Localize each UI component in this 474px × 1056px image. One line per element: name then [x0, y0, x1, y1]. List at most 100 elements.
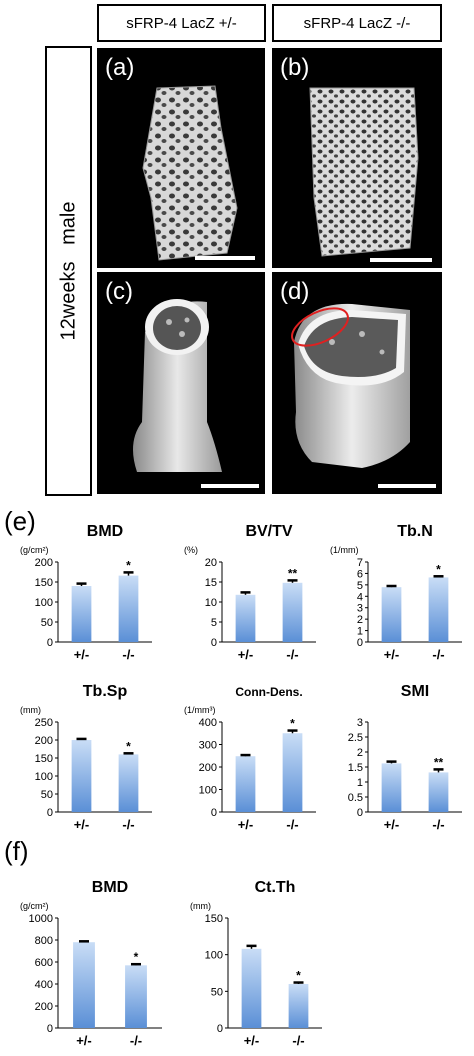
y-tick-label: 100 [35, 771, 53, 783]
y-tick-label: 400 [35, 979, 53, 991]
bar [71, 740, 92, 812]
axis-unit: (1/mm³) [184, 705, 216, 715]
y-tick-label: 200 [35, 557, 53, 569]
x-tick-label: +/- [76, 1033, 92, 1048]
significance-marker: ** [434, 755, 444, 769]
scale-bar-a [195, 256, 255, 260]
y-tick-label: 3 [357, 717, 363, 729]
chart-title: BV/TV [245, 523, 292, 540]
y-tick-label: 3 [357, 603, 363, 615]
chart-svg: Conn-Dens. (1/mm³) 0 100 200 300 400 +/- * -/- [184, 685, 316, 832]
bar [282, 582, 303, 642]
y-tick-label: 150 [35, 753, 53, 765]
axis-unit: (g/cm²) [20, 545, 49, 555]
y-tick-label: 1 [357, 777, 363, 789]
x-tick-label: -/- [292, 1033, 304, 1048]
significance-marker: * [296, 969, 301, 983]
y-tick-label: 0 [217, 1023, 223, 1035]
chart-svg: Ct.Th (mm) 0 50 100 150 +/- * -/- [190, 879, 322, 1048]
significance-marker: * [126, 558, 131, 572]
y-tick-label: 150 [35, 577, 53, 589]
scale-bar-d [378, 484, 436, 488]
chart-title: Conn-Dens. [235, 685, 302, 699]
chart-svg: BMD (g/cm²) 0 50 100 150 200 +/- * -/- [20, 523, 152, 662]
y-tick-label: 100 [199, 785, 217, 797]
y-tick-label: 15 [205, 577, 217, 589]
header-lacz-het: sFRP-4 LacZ +/- [97, 4, 266, 42]
chart-bmd-cortical: BMD (g/cm²) 0 200 400 600 800 1000 +/- * -/- [20, 872, 170, 1052]
chart-ctth: Ct.Th (mm) 0 50 100 150 +/- * -/- [190, 872, 330, 1052]
x-tick-label: -/- [286, 647, 298, 662]
panel-d-label: (d) [280, 278, 310, 305]
chart-title: Tb.Sp [83, 683, 128, 700]
y-tick-label: 2 [357, 747, 363, 759]
chart-bvtv: BV/TV (%) 0 5 10 15 20 +/- ** -/- [184, 516, 324, 666]
section-label-f: (f) [4, 836, 29, 866]
y-tick-label: 400 [199, 717, 217, 729]
bar [118, 754, 139, 812]
panel-a: (a) [97, 48, 265, 268]
panel-b-label: (b) [280, 54, 310, 81]
chart-title: Ct.Th [255, 879, 296, 896]
y-tick-label: 800 [35, 935, 53, 947]
chart-title: BMD [87, 523, 123, 540]
y-tick-label: 5 [357, 580, 363, 592]
panel-d: (d) [272, 272, 442, 494]
bar [288, 984, 309, 1028]
x-tick-label: -/- [432, 647, 444, 662]
y-tick-label: 250 [35, 717, 53, 729]
bar [125, 965, 147, 1028]
y-tick-label: 1 [357, 626, 363, 638]
bar [428, 577, 449, 642]
bar [381, 587, 402, 642]
y-tick-label: 300 [199, 740, 217, 752]
panel-c-label: (c) [105, 278, 133, 305]
y-tick-label: 50 [211, 986, 223, 998]
chart-bmd-trabecular: BMD (g/cm²) 0 50 100 150 200 +/- * -/- [20, 516, 160, 666]
header-lacz-ko-label: sFRP-4 LacZ -/- [303, 14, 411, 32]
bar [71, 586, 92, 642]
y-tick-label: 200 [35, 1001, 53, 1013]
section-label-e: (e) [4, 506, 36, 536]
axis-unit: (mm) [190, 901, 211, 911]
significance-marker: * [290, 717, 295, 731]
x-tick-label: -/- [122, 647, 134, 662]
bar [241, 948, 262, 1028]
y-tick-label: 150 [205, 913, 223, 925]
x-tick-label: -/- [432, 817, 444, 832]
bar [381, 763, 402, 812]
y-tick-label: 7 [357, 557, 363, 569]
y-tick-label: 0 [47, 1023, 53, 1035]
y-tick-label: 6 [357, 568, 363, 580]
x-tick-label: +/- [244, 1033, 260, 1048]
bar [235, 756, 256, 812]
bar [282, 733, 303, 812]
panel-b: (b) [272, 48, 442, 268]
y-tick-label: 0 [47, 637, 53, 649]
chart-title: Tb.N [397, 523, 433, 540]
axis-unit: (mm) [20, 705, 41, 715]
trabecular-bone-image-b [309, 87, 419, 257]
chart-smi: SMI 0 0.5 1 1.5 2 2.5 3 +/- ** -/- [330, 676, 470, 836]
cortical-bone-image-c [133, 299, 222, 472]
y-tick-label: 100 [35, 597, 53, 609]
chart-tbsp: Tb.Sp (mm) 0 50 100 150 200 250 +/- * -/- [20, 676, 160, 836]
y-tick-label: 200 [199, 762, 217, 774]
bar [428, 772, 449, 812]
scale-bar-c [201, 484, 259, 488]
header-lacz-het-label: sFRP-4 LacZ +/- [126, 14, 237, 32]
panel-c: (c) [97, 272, 265, 494]
scale-bar-b [370, 258, 432, 262]
y-tick-label: 5 [211, 617, 217, 629]
chart-svg: SMI 0 0.5 1 1.5 2 2.5 3 +/- ** -/- [348, 683, 462, 832]
side-label: 12weeks male [57, 201, 79, 341]
y-tick-label: 200 [35, 735, 53, 747]
y-tick-label: 50 [41, 789, 53, 801]
x-tick-label: +/- [238, 817, 254, 832]
x-tick-label: +/- [74, 647, 90, 662]
chart-svg: BV/TV (%) 0 5 10 15 20 +/- ** -/- [184, 523, 316, 662]
highlight-ellipse [291, 307, 349, 347]
significance-marker: * [436, 562, 441, 576]
y-tick-label: 0.5 [348, 792, 363, 804]
